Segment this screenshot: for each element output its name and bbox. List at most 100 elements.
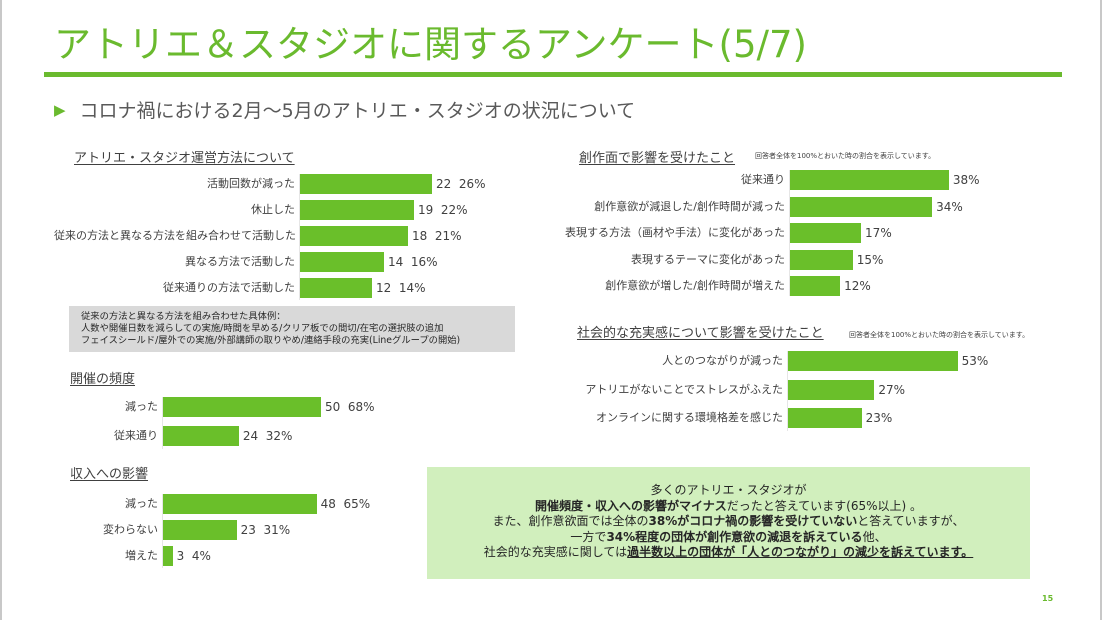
bar xyxy=(790,249,853,270)
bar-row: 従来通り 24 32% xyxy=(62,426,422,446)
bar-value-label: 53% xyxy=(961,354,989,368)
summary-text: 多くのアトリエ・スタジオが xyxy=(650,483,807,497)
chart-axis-line xyxy=(787,351,788,431)
bar-category-label: 変わらない xyxy=(103,523,158,536)
bar xyxy=(163,520,237,540)
subtitle-text: コロナ禍における2月～5月のアトリエ・スタジオの状況について xyxy=(79,100,636,122)
frequency-section-title: 開催の頻度 xyxy=(70,372,136,387)
bar xyxy=(300,200,414,220)
bar-value-label: 14 16% xyxy=(388,255,438,269)
chart-axis-line xyxy=(789,170,790,296)
example-box-line: 人数や開催日数を減らしての実施/時間を早める/クリア板での間切/在宅の選択肢の追… xyxy=(81,323,444,334)
bar xyxy=(790,223,862,243)
bar-row: 変わらない 23 31% xyxy=(62,520,422,540)
operation-bar-chart: 活動回数が減った 22 26% 休止した 19 22% 従来の方法と異なる方法を組み合わ… xyxy=(54,174,514,300)
bar-row: 従来通り 38% xyxy=(562,170,1022,190)
summary-box: 多くのアトリエ・スタジオが 開催頻度・収入への影響がマイナスだったと答えています… xyxy=(427,467,1030,579)
summary-bold-text: 開催頻度・収入への影響がマイナス xyxy=(534,498,727,513)
slide-subtitle: ▶ コロナ禍における2月～5月のアトリエ・スタジオの状況について xyxy=(54,96,635,123)
summary-text: また、創作意欲面では全体の xyxy=(492,514,649,528)
bar-value-label: 34% xyxy=(936,199,963,214)
summary-line-1: 多くのアトリエ・スタジオが xyxy=(427,483,1030,499)
bar-value-label: 19 22% xyxy=(418,203,468,217)
example-box-heading: 従来の方法と異なる方法を組み合わせた具体例： xyxy=(81,311,286,322)
bar xyxy=(788,351,958,371)
social-note: 回答者全体を100%とおいた時の割合を表示しています。 xyxy=(849,331,1030,339)
bar-category-label: 従来通り xyxy=(741,173,785,186)
creative-section-title: 創作面で影響を受けたこと xyxy=(579,151,736,166)
social-section-title: 社会的な充実感について影響を受けたこと xyxy=(577,326,824,341)
bar-row: 増えた 3 4% xyxy=(62,546,422,566)
bar xyxy=(300,252,384,272)
bar-row: 表現するテーマに変化があった 15% xyxy=(562,249,1022,270)
bar-value-label: 22 26% xyxy=(436,177,486,191)
bar-category-label: 従来通りの方法で活動した xyxy=(163,281,295,294)
bar xyxy=(163,397,321,417)
bar-value-label: 12% xyxy=(844,279,871,293)
bar xyxy=(300,278,372,298)
bar xyxy=(300,174,432,194)
frequency-bar-chart: 減った 50 68% 従来通り 24 32% xyxy=(62,397,422,449)
summary-bold-text: 38%がコロナ禍の影響を受けていない xyxy=(648,514,858,528)
bar xyxy=(163,426,239,446)
slide-title: アトリエ＆スタジオに関するアンケート(5/7) xyxy=(54,23,807,66)
triangle-bullet-icon: ▶ xyxy=(54,101,66,119)
bar-category-label: オンラインに関する環境格差を感じた xyxy=(596,411,783,424)
summary-text: 他、 xyxy=(862,529,887,544)
bar xyxy=(788,408,862,428)
bar-category-label: 従来通り xyxy=(114,429,158,442)
bar-category-label: 創作意欲が減退した/創作時間が減った xyxy=(594,199,785,213)
income-section-title: 収入への影響 xyxy=(70,467,149,482)
summary-text: と答えていますが、 xyxy=(857,514,965,528)
bar-value-label: 23 31% xyxy=(240,523,291,537)
summary-text: 一方で xyxy=(570,529,607,544)
bar-value-label: 27% xyxy=(878,382,906,397)
bar-value-label: 17% xyxy=(865,226,892,240)
bar xyxy=(788,379,875,400)
bar-value-label: 48 65% xyxy=(320,497,371,511)
bar-category-label: 減った xyxy=(125,497,158,510)
bar xyxy=(163,546,173,566)
summary-line-2: 開催頻度・収入への影響がマイナスだったと答えています(65%以上) 。 xyxy=(427,499,1030,515)
bar-row: 減った 50 68% xyxy=(62,397,422,417)
bar-row: 創作意欲が増した/創作時間が増えた 12% xyxy=(562,276,1022,296)
bar-category-label: 休止した xyxy=(251,203,295,216)
bar-value-label: 12 14% xyxy=(376,281,426,295)
bar-category-label: アトリエがないことでストレスがふえた xyxy=(585,382,783,396)
bar-category-label: 表現する方法（画材や手法）に変化があった xyxy=(565,226,785,239)
title-divider xyxy=(44,72,1062,77)
chart-axis-line xyxy=(299,174,300,300)
bar-category-label: 人とのつながりが減った xyxy=(662,354,783,367)
bar-category-label: 活動回数が減った xyxy=(207,177,295,190)
page-number: 15 xyxy=(1042,594,1054,603)
bar-value-label: 18 21% xyxy=(412,229,462,243)
bar-value-label: 38% xyxy=(952,173,980,187)
bar-row: 休止した 19 22% xyxy=(54,200,514,220)
bar-row: オンラインに関する環境格差を感じた 23% xyxy=(562,408,1022,428)
creative-bar-chart: 従来通り 38% 創作意欲が減退した/創作時間が減った 34% 表現する方法（画材や手法… xyxy=(562,170,1022,296)
bar xyxy=(790,170,949,190)
chart-axis-line xyxy=(162,397,163,449)
bar-category-label: 増えた xyxy=(125,549,158,562)
summary-text: だったと答えています(65%以上) 。 xyxy=(726,498,923,513)
bar-row: 従来通りの方法で活動した 12 14% xyxy=(54,278,514,298)
bar-value-label: 15% xyxy=(856,252,884,267)
bar-row: 活動回数が減った 22 26% xyxy=(54,174,514,194)
example-box-line: フェイスシールド/屋外での実施/外部講師の取りやめ/連絡手段の充実(Lineグル… xyxy=(81,335,461,346)
summary-line-3: また、創作意欲面では全体の38%がコロナ禍の影響を受けていないと答えていますが、 xyxy=(427,514,1030,530)
bar-value-label: 24 32% xyxy=(242,429,293,443)
bar xyxy=(790,276,841,296)
bar-category-label: 異なる方法で活動した xyxy=(185,255,295,268)
summary-underlined-text: 過半数以上の団体が「人とのつながり」の減少を訴えています。 xyxy=(627,545,974,559)
summary-text: 社会的な充実感に関しては xyxy=(483,545,628,559)
summary-line-5: 社会的な充実感に関しては過半数以上の団体が「人とのつながり」の減少を訴えています… xyxy=(427,545,1030,561)
bar-row: アトリエがないことでストレスがふえた 27% xyxy=(562,379,1022,400)
bar-row: 従来の方法と異なる方法を組み合わせて活動した 18 21% xyxy=(54,226,514,246)
example-box: 従来の方法と異なる方法を組み合わせた具体例： 人数や開催日数を減らしての実施/時… xyxy=(69,306,515,352)
bar-row: 表現する方法（画材や手法）に変化があった 17% xyxy=(562,223,1022,243)
bar-row: 減った 48 65% xyxy=(62,494,422,514)
bar-category-label: 減った xyxy=(125,400,158,413)
bar-row: 創作意欲が減退した/創作時間が減った 34% xyxy=(562,196,1022,217)
bar-row: 異なる方法で活動した 14 16% xyxy=(54,252,514,272)
